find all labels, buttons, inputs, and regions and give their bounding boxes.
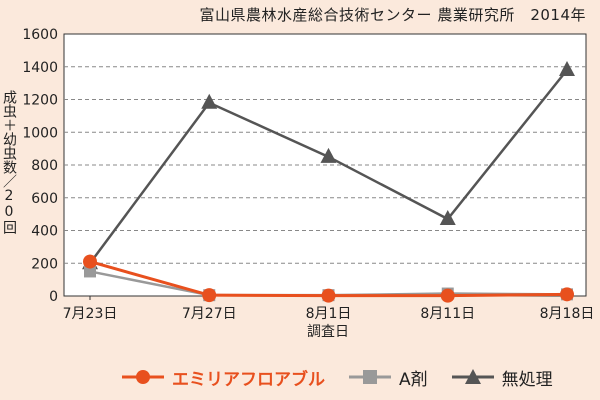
y-tick-label: 1600 (22, 27, 58, 43)
data-point-triangle (201, 93, 218, 109)
legend-marker-triangle-icon (451, 369, 494, 384)
legend: エミリアフロアブル A剤 無処理 (120, 363, 553, 391)
legend-item-a-agent: A剤 (347, 365, 428, 390)
y-tick-label: 600 (31, 191, 58, 207)
legend-item-untreated: 無処理 (450, 365, 553, 390)
legend-label-untreated: 無処理 (501, 369, 553, 390)
y-tick-label: 1200 (22, 93, 58, 109)
x-axis-title: 調査日 (307, 324, 349, 340)
x-tick-label: 8月18日 (540, 306, 595, 322)
chart-subtitle: 富山県農林水産総合技術センター 農業研究所 2014年 (199, 6, 586, 24)
x-tick-label: 7月23日 (63, 306, 118, 322)
legend-marker-circle-icon (122, 370, 164, 384)
series-group (82, 61, 575, 303)
x-tick-label: 8月11日 (420, 306, 475, 322)
y-tick-labels: 0 200 400 600 800 1000 1200 1400 1600 (22, 27, 58, 305)
data-point-triangle (559, 61, 575, 77)
data-point-circle (202, 288, 217, 303)
data-point-circle (321, 288, 336, 303)
y-tick-label: 1000 (22, 125, 58, 141)
y-tick-label: 1400 (22, 60, 58, 76)
data-point-circle (83, 254, 97, 269)
data-point-circle (440, 288, 455, 303)
x-tick-label: 8月1日 (306, 306, 352, 322)
legend-label-a-agent: A剤 (399, 369, 428, 390)
data-point-triangle (320, 147, 337, 163)
legend-label-emiria: エミリアフロアブル (172, 369, 325, 390)
grid-lines (63, 33, 587, 297)
y-tick-label: 200 (31, 256, 58, 272)
data-point-circle (560, 287, 574, 302)
legend-item-emiria: エミリアフロアブル (120, 365, 325, 390)
y-tick-label: 0 (49, 289, 58, 305)
legend-marker-square-icon (349, 370, 391, 384)
y-tick-label: 400 (31, 224, 58, 240)
data-point-square (84, 265, 96, 278)
x-tick-label: 7月27日 (182, 306, 237, 322)
data-point-triangle (439, 210, 456, 226)
y-axis-label: 成虫＋幼虫数／20回 (1, 90, 17, 234)
y-tick-label: 800 (31, 158, 58, 174)
